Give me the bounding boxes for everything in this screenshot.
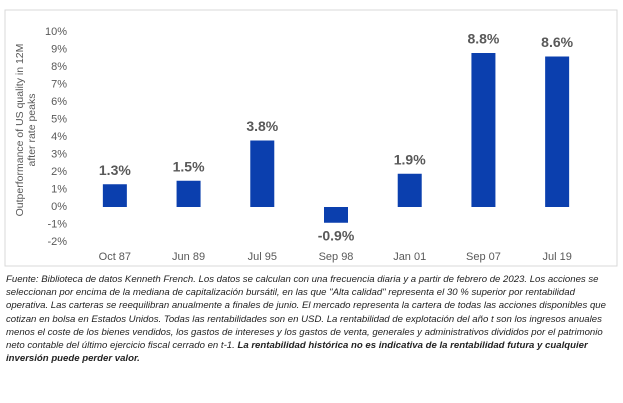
x-tick-label: Sep 07	[466, 251, 501, 263]
value-label: 1.9%	[394, 151, 426, 167]
value-label: 1.5%	[173, 158, 205, 174]
y-tick-label: 5%	[51, 113, 67, 125]
value-label: 8.8%	[467, 31, 499, 47]
chart-border	[4, 9, 618, 267]
bar	[397, 173, 422, 207]
y-tick-label: 9%	[51, 43, 67, 55]
x-tick-label: Sep 98	[319, 251, 354, 263]
bar	[324, 207, 348, 223]
y-tick-label: -1%	[47, 218, 67, 230]
y-label-line: Outperformance of US quality in 12M	[14, 44, 26, 217]
x-tick-label: Jun 89	[172, 251, 205, 263]
value-label: 8.6%	[541, 34, 573, 50]
y-tick-label: 1%	[51, 183, 67, 195]
bar	[176, 180, 201, 207]
x-tick-label: Oct 87	[99, 251, 131, 263]
x-tick-label: Jul 19	[542, 251, 571, 263]
x-tick-label: Jan 01	[393, 251, 426, 263]
value-label: 3.8%	[246, 118, 278, 134]
chart: Outperformance of US quality in 12M afte…	[4, 9, 618, 267]
y-tick-label: -2%	[47, 236, 67, 248]
y-tick-label: 0%	[51, 201, 67, 213]
bar	[102, 184, 127, 207]
y-tick-label: 8%	[51, 61, 67, 73]
bar	[250, 140, 275, 207]
y-tick-label: 2%	[51, 166, 67, 178]
y-tick-label: 10%	[45, 26, 67, 38]
y-tick-label: 7%	[51, 78, 67, 90]
y-axis-label: Outperformance of US quality in 12M afte…	[14, 44, 38, 217]
y-tick-label: 6%	[51, 96, 67, 108]
footnote-text: Fuente: Biblioteca de datos Kenneth Fren…	[6, 274, 606, 352]
y-tick-label: 4%	[51, 131, 67, 143]
footnote: Fuente: Biblioteca de datos Kenneth Fren…	[6, 273, 614, 365]
value-label: -0.9%	[318, 227, 355, 243]
y-tick-label: 3%	[51, 148, 67, 160]
value-label: 1.3%	[99, 162, 131, 178]
footnote-emphasis: La rentabilidad histórica no es indicati…	[6, 340, 588, 365]
x-tick-label: Jul 95	[248, 251, 277, 263]
bar	[471, 53, 496, 207]
y-label-line: after rate peaks	[26, 94, 38, 167]
bar	[545, 56, 570, 207]
